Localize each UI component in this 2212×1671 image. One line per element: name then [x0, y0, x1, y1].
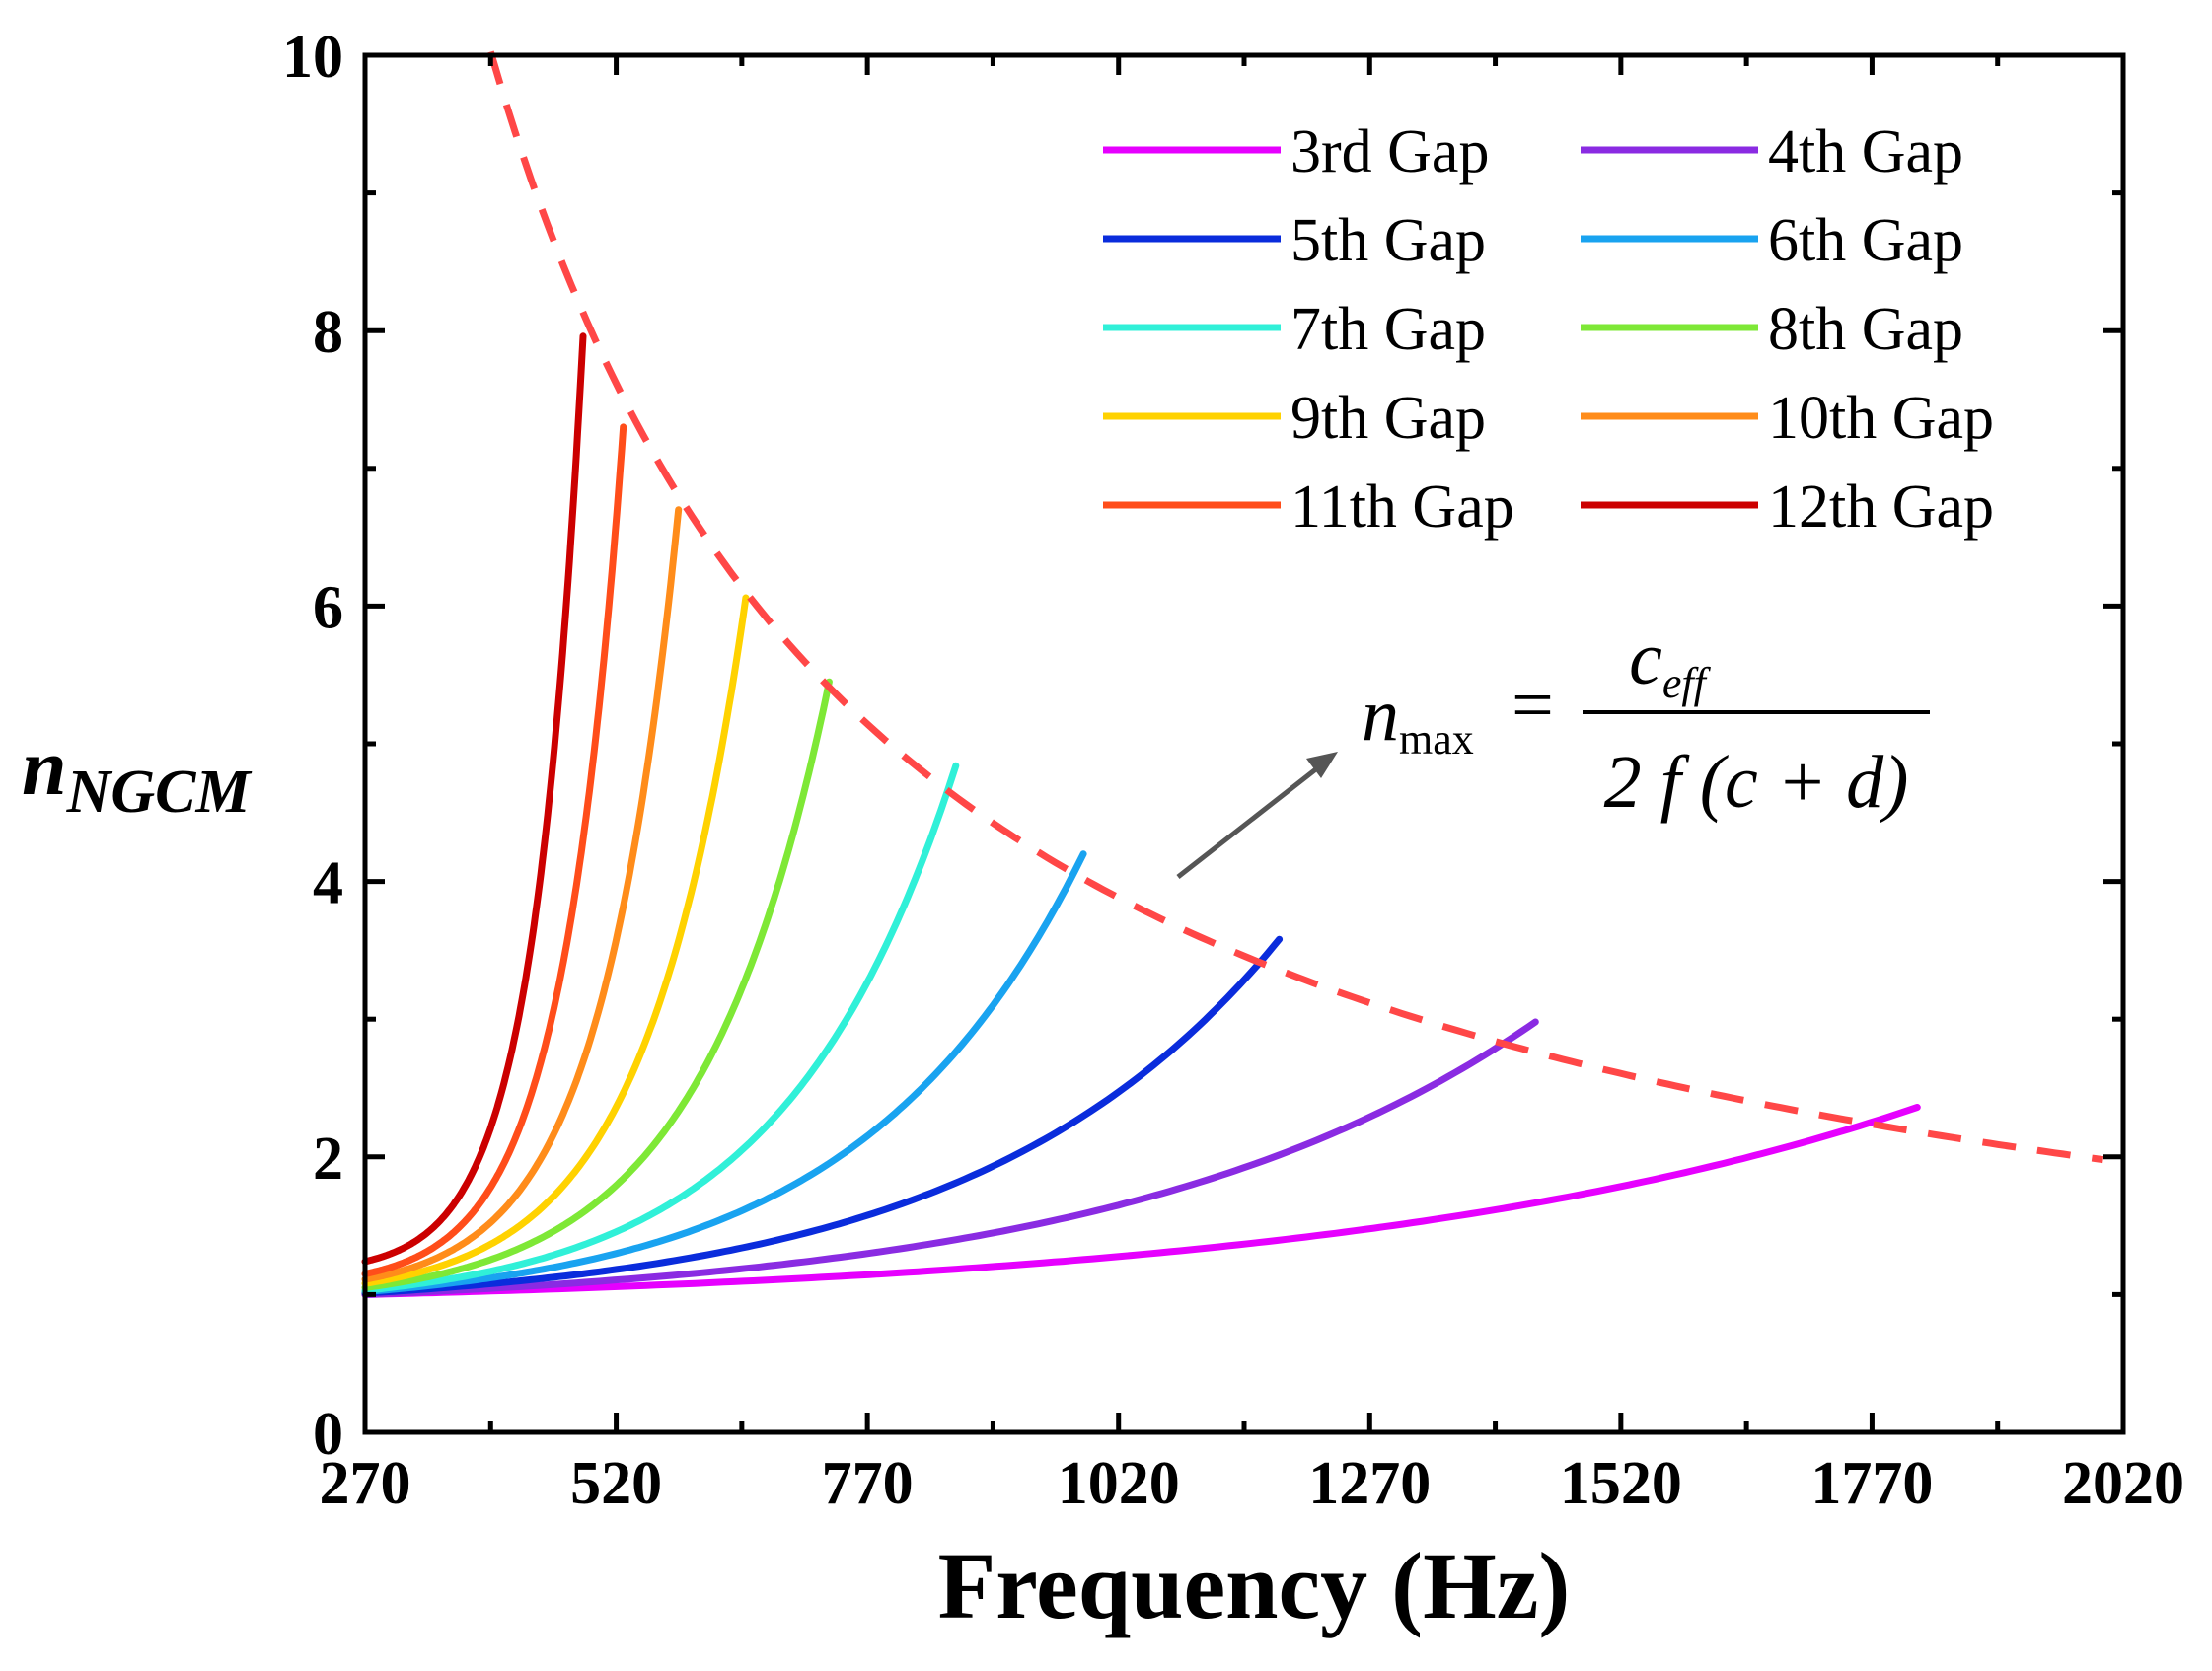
y-tick-label: 6: [313, 574, 343, 641]
legend-label-11th-gap: 11th Gap: [1290, 473, 1514, 541]
formula-numerator-sub: eff: [1662, 659, 1712, 707]
legend-label-5th-gap: 5th Gap: [1290, 207, 1486, 274]
legend-label-8th-gap: 8th Gap: [1768, 296, 1963, 363]
legend-label-6th-gap: 6th Gap: [1768, 207, 1963, 274]
y-tick-labels: 0 2 4 6 8 10: [282, 24, 343, 1468]
formula-numerator: ceff: [1629, 618, 1711, 707]
x-tick-label: 1020: [1058, 1450, 1180, 1517]
annotation-arrow-head: [1306, 752, 1338, 778]
y-tick-label: 2: [313, 1126, 343, 1193]
series-5th-gap: [361, 935, 1284, 1297]
x-tick-label: 520: [570, 1450, 662, 1517]
series-12th-gap: [361, 332, 587, 1266]
y-tick-label: 0: [313, 1401, 343, 1468]
legend-label-10th-gap: 10th Gap: [1768, 385, 1994, 452]
curves-layer: [361, 332, 1921, 1298]
x-tick-label: 1270: [1308, 1450, 1431, 1517]
y-axis-title: nNGCM: [22, 722, 253, 826]
x-tick-label: 770: [822, 1450, 914, 1517]
y-tick-label: 10: [282, 24, 343, 91]
legend-label-9th-gap: 9th Gap: [1290, 385, 1486, 452]
formula-annotation: nmax = ceff 2 f (c + d): [1176, 618, 1930, 879]
x-axis-title: Frequency (Hz): [938, 1533, 1571, 1638]
formula-denominator: 2 f (c + d): [1604, 741, 1909, 824]
series-7th-gap: [361, 762, 960, 1294]
series-10th-gap: [361, 506, 683, 1283]
series-6th-gap: [361, 850, 1087, 1296]
series-8th-gap: [361, 678, 833, 1291]
y-tick-label: 4: [313, 850, 343, 917]
y-axis-title-sub: NGCM: [66, 759, 253, 826]
legend-label-3rd-gap: 3rd Gap: [1290, 118, 1489, 185]
x-tick-label: 1520: [1560, 1450, 1682, 1517]
formula-lhs: nmax: [1362, 674, 1474, 763]
x-tick-labels: 270 520 770 1020 1270 1520 1770 2020: [320, 1450, 2185, 1517]
envelope-nmax-curve: [486, 50, 2104, 1164]
series-11th-gap: [361, 423, 627, 1277]
annotation-arrow-shaft: [1176, 763, 1324, 879]
y-tick-label: 8: [313, 299, 343, 366]
series-9th-gap: [361, 594, 750, 1287]
y-axis-title-main: n: [22, 722, 67, 812]
ticks-layer: [362, 52, 2126, 1435]
legend-label-4th-gap: 4th Gap: [1768, 118, 1963, 185]
legend: 3rd Gap 4th Gap 5th Gap 6th Gap 7th Gap 8th G…: [1103, 118, 1994, 541]
x-tick-label: 1770: [1810, 1450, 1933, 1517]
x-tick-label: 270: [320, 1450, 411, 1517]
formula-equals: =: [1512, 664, 1554, 747]
envelope-layer: [486, 50, 2104, 1164]
x-tick-label: 2020: [2062, 1450, 2184, 1517]
legend-label-12th-gap: 12th Gap: [1768, 473, 1994, 541]
series-3rd-gap: [361, 1104, 1921, 1298]
formula-lhs-sub: max: [1399, 715, 1474, 763]
legend-label-7th-gap: 7th Gap: [1290, 296, 1486, 363]
series-4th-gap: [361, 1018, 1539, 1298]
